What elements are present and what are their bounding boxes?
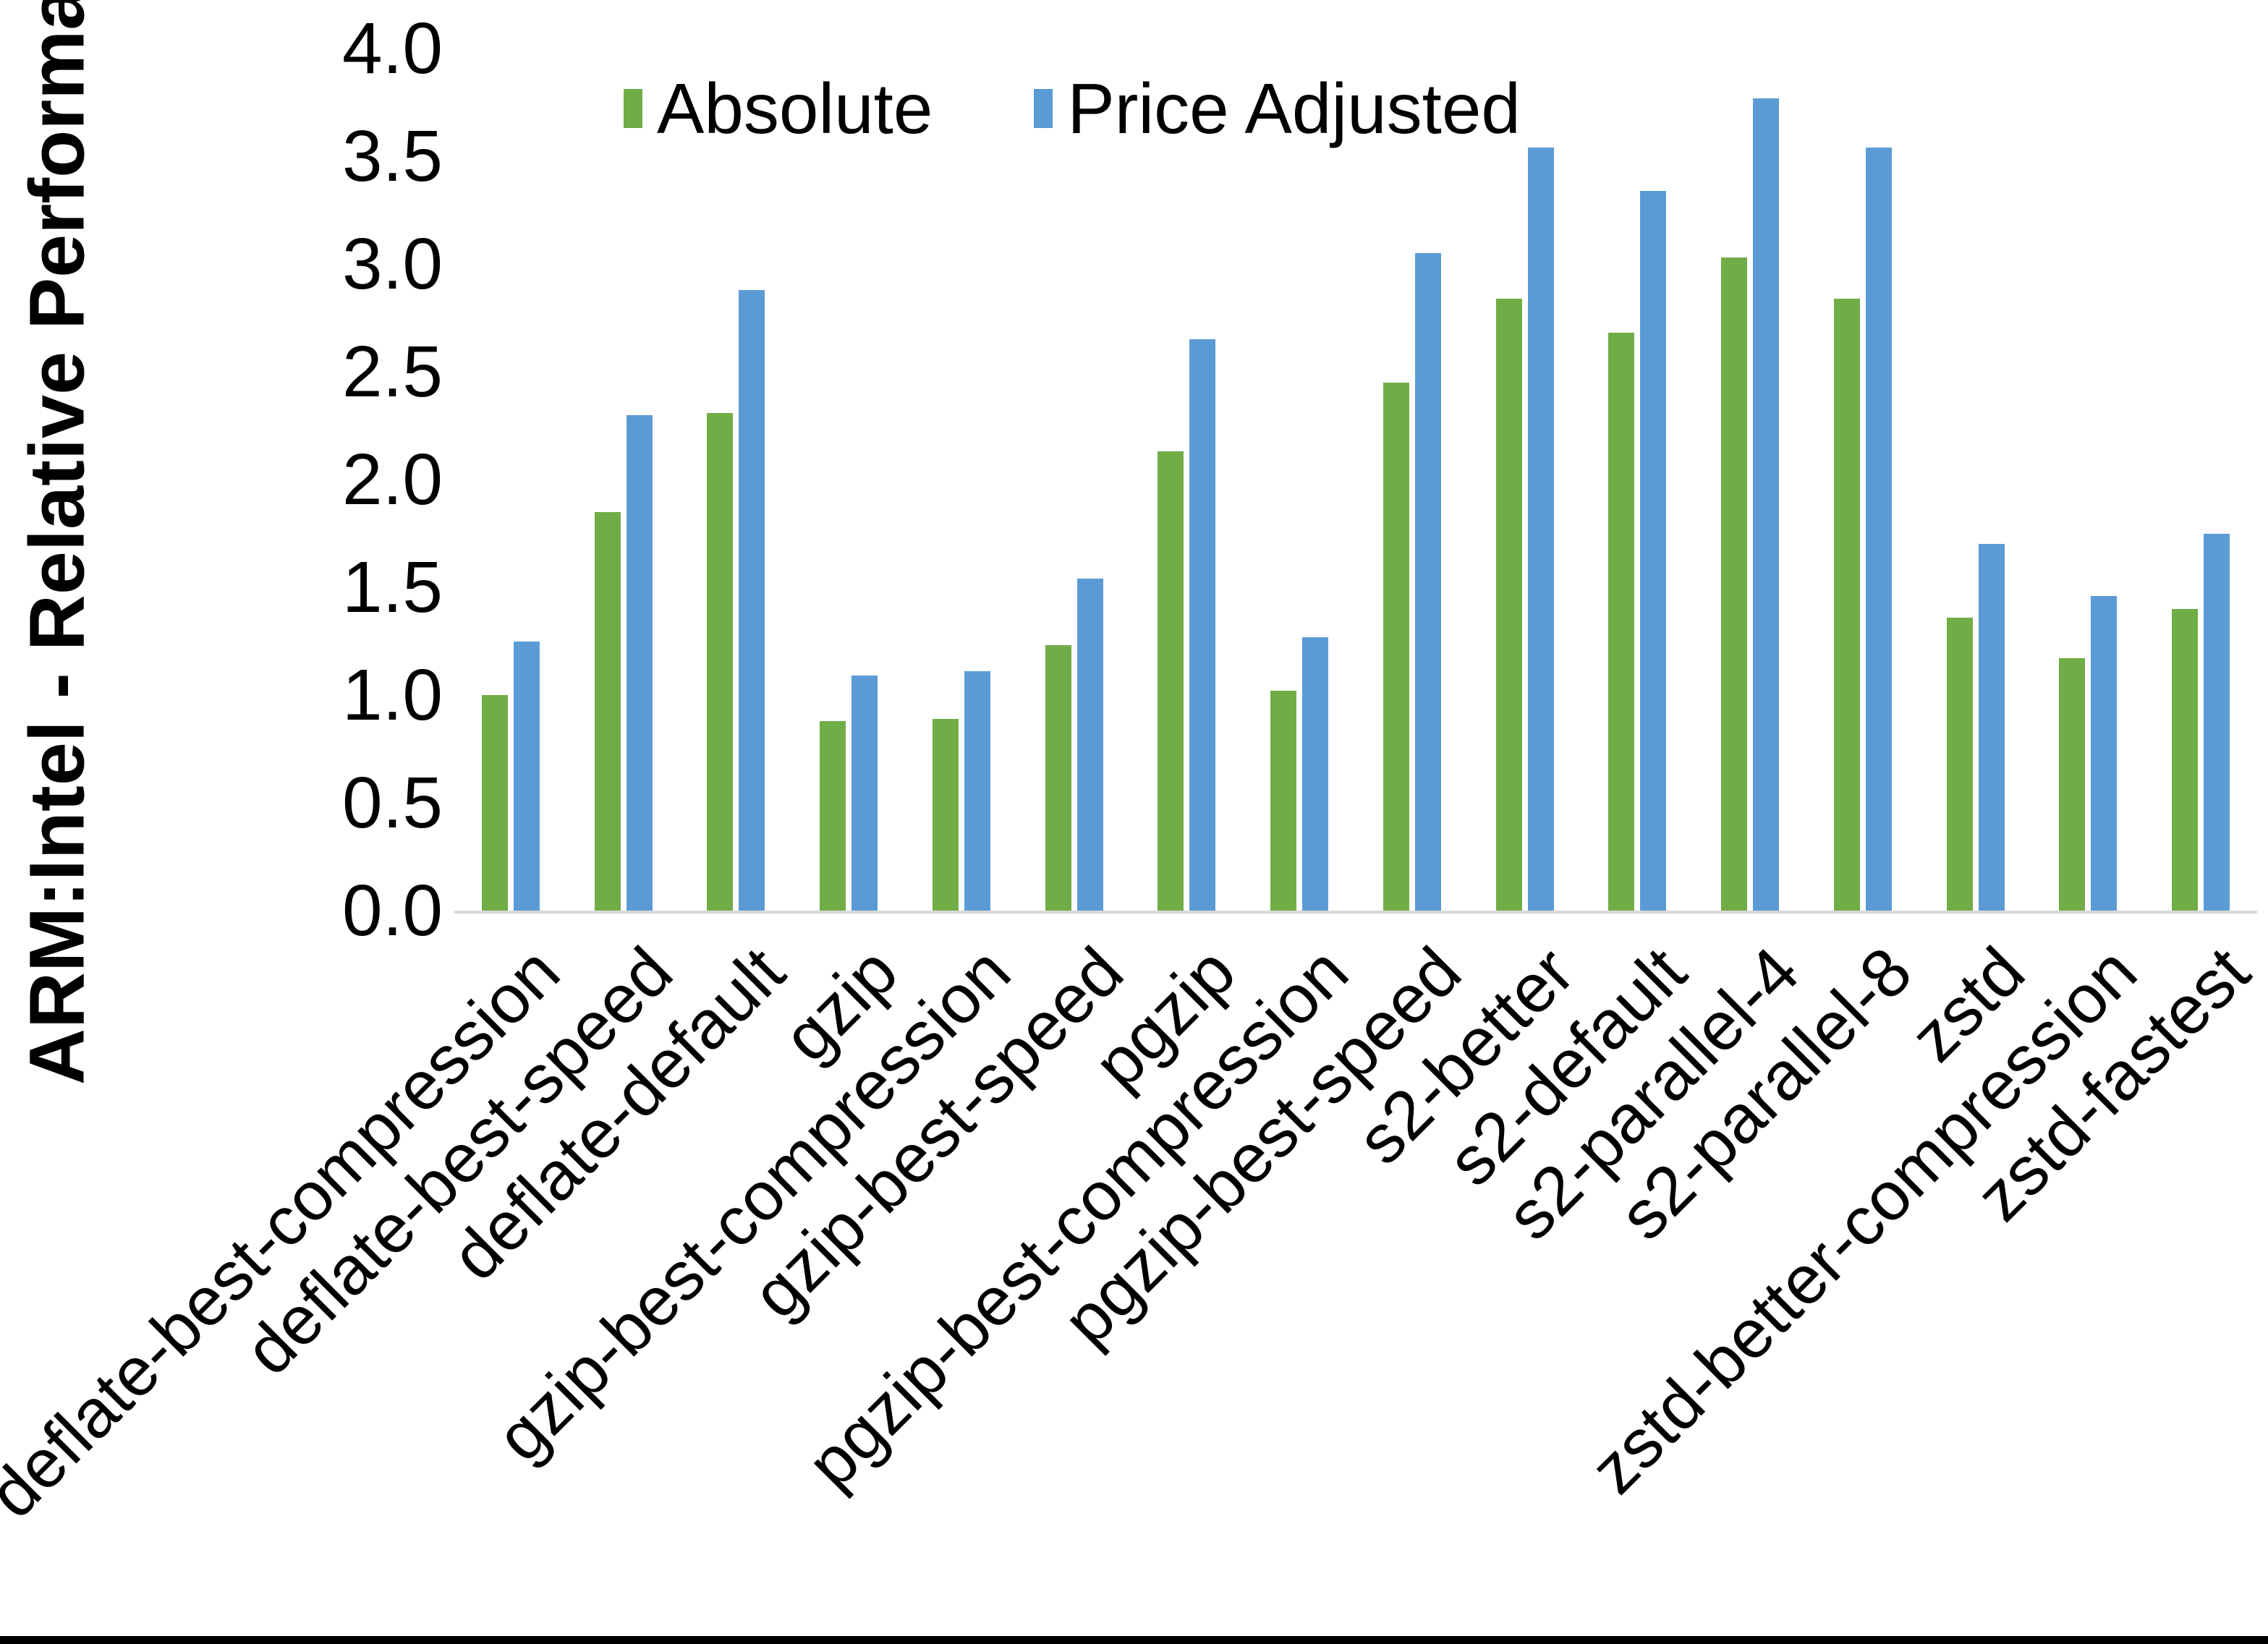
category-slot — [2032, 48, 2145, 911]
bar-price-adjusted — [739, 289, 765, 911]
y-tick-label: 1.0 — [341, 655, 443, 736]
bar-price-adjusted — [1189, 339, 1216, 911]
bar-price-adjusted — [851, 676, 878, 911]
bar-absolute — [932, 718, 959, 911]
bar-price-adjusted — [513, 641, 540, 911]
category-slot — [1581, 48, 1694, 911]
bar-absolute — [2172, 608, 2199, 911]
bar-absolute — [1608, 333, 1635, 911]
y-tick-label: 2.0 — [341, 439, 443, 520]
bar-absolute — [1495, 298, 1522, 911]
category-slot — [1131, 48, 1244, 911]
bar-absolute — [1045, 645, 1071, 911]
screenshot-bottom-border — [0, 1636, 2268, 1644]
y-axis-title: ARM:Intel - Relative Performance — [12, 0, 101, 1085]
bar-absolute — [594, 511, 621, 911]
bar-absolute — [1270, 691, 1297, 911]
y-tick-label: 1.5 — [341, 547, 443, 628]
bar-absolute — [1946, 617, 1973, 911]
bar-absolute — [1383, 382, 1409, 911]
category-slot — [1469, 48, 1581, 911]
bar-price-adjusted — [1076, 579, 1103, 911]
bar-price-adjusted — [1302, 636, 1329, 911]
bar-absolute — [820, 720, 846, 911]
y-tick-label: 4.0 — [341, 8, 443, 89]
y-tick-label: 0.5 — [341, 762, 443, 843]
category-slot — [2144, 48, 2257, 911]
y-tick-label: 2.5 — [341, 331, 443, 412]
category-slot — [905, 48, 1018, 911]
bar-absolute — [707, 412, 734, 911]
y-tick-label: 3.5 — [341, 116, 443, 197]
bar-price-adjusted — [2091, 595, 2118, 911]
category-slot — [1806, 48, 1919, 911]
bar-price-adjusted — [1865, 148, 1892, 911]
category-slot — [792, 48, 905, 911]
bar-price-adjusted — [964, 671, 990, 911]
bar-absolute — [481, 695, 508, 911]
legend-label-absolute: Absolute — [657, 69, 933, 148]
bar-price-adjusted — [1527, 148, 1554, 911]
category-slot — [1356, 48, 1469, 911]
bar-price-adjusted — [1978, 544, 2005, 911]
category-slot — [1919, 48, 2032, 911]
price-adjusted-series-swatch-icon — [1034, 89, 1053, 128]
category-slot — [567, 48, 680, 911]
bar-absolute — [1721, 257, 1748, 911]
bar-absolute — [1833, 298, 1860, 911]
legend-item-price-adjusted: Price Adjusted — [1034, 69, 1521, 148]
bar-price-adjusted — [1414, 253, 1441, 911]
plot-area — [454, 48, 2257, 913]
category-slot — [1694, 48, 1806, 911]
bar-absolute — [2059, 658, 2086, 911]
category-slot — [1018, 48, 1131, 911]
bar-price-adjusted — [626, 414, 653, 911]
category-slot — [454, 48, 567, 911]
y-tick-label: 0.0 — [341, 870, 443, 951]
bar-series-container — [454, 48, 2257, 911]
category-slot — [680, 48, 793, 911]
absolute-series-swatch-icon — [624, 89, 642, 128]
bar-absolute — [1158, 451, 1184, 911]
bar-price-adjusted — [1753, 98, 1780, 911]
category-slot — [1243, 48, 1356, 911]
y-tick-label: 3.0 — [341, 223, 443, 304]
legend-label-price-adjusted: Price Adjusted — [1067, 69, 1521, 148]
legend-item-absolute: Absolute — [624, 72, 933, 145]
legend: Absolute Price Adjusted — [624, 72, 1521, 145]
bar-price-adjusted — [1640, 190, 1667, 911]
bar-price-adjusted — [2204, 533, 2230, 911]
